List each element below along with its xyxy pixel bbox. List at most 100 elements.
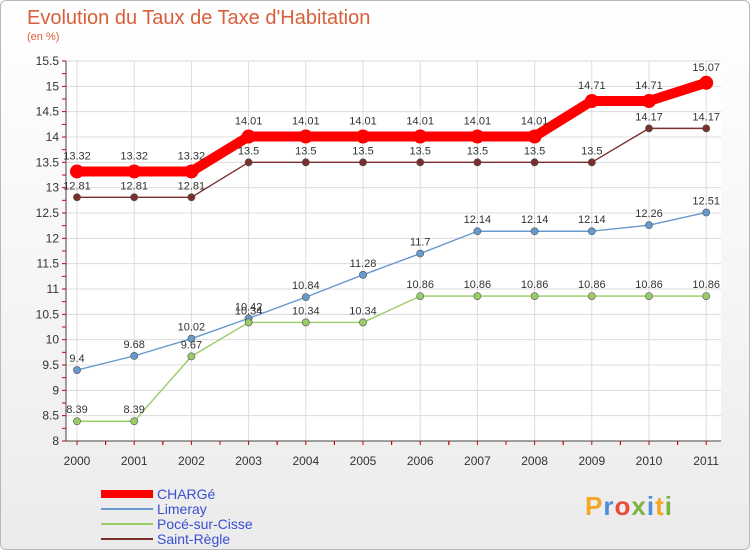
data-point	[73, 193, 81, 202]
data-label: 10.42	[235, 301, 263, 313]
x-tick-label: 2006	[407, 454, 434, 468]
data-label: 10.86	[464, 279, 492, 291]
y-tick-label: 9	[52, 383, 59, 397]
data-point	[587, 292, 596, 300]
x-tick-label: 2008	[521, 454, 548, 468]
data-point	[73, 417, 81, 426]
logo-letter: r	[603, 491, 615, 521]
data-label: 13.5	[352, 145, 373, 157]
data-point	[301, 158, 310, 167]
data-point	[70, 164, 84, 179]
data-label: 10.86	[635, 279, 663, 291]
data-label: 13.32	[120, 150, 148, 162]
y-tick-label: 11	[47, 282, 60, 296]
data-label: 10.86	[578, 279, 606, 291]
data-label: 12.81	[120, 180, 148, 192]
y-tick-label: 11.5	[37, 257, 60, 271]
data-label: 10.86	[406, 279, 434, 291]
data-label: 14.17	[635, 111, 663, 123]
data-point	[473, 158, 482, 167]
x-tick-label: 2000	[64, 454, 91, 468]
data-point	[587, 158, 596, 167]
data-point	[244, 318, 253, 327]
data-point	[301, 293, 310, 302]
data-point	[416, 292, 425, 300]
y-tick-label: 8	[52, 434, 59, 448]
data-label: 15.07	[692, 62, 720, 74]
data-point	[530, 158, 539, 167]
series-line	[76, 211, 707, 371]
data-label: 10.84	[292, 280, 320, 292]
logo-letter: o	[614, 491, 632, 521]
data-point	[298, 129, 313, 144]
x-tick-label: 2001	[121, 454, 148, 468]
x-tick-label: 2003	[235, 454, 262, 468]
data-label: 12.14	[578, 214, 606, 226]
y-tick-label: 8.5	[42, 409, 59, 423]
data-point	[642, 94, 656, 109]
x-tick-label: 2011	[693, 454, 719, 468]
data-label: 12.81	[178, 180, 206, 192]
data-point	[530, 292, 539, 300]
series-line	[76, 127, 707, 198]
legend-label: CHARGé	[157, 486, 216, 502]
data-point	[702, 124, 711, 133]
series-limeray: 9.4 9.68 10.02 10.42 10.84 11.28 11.7 12.14 12.1…	[69, 195, 720, 374]
data-label: 14.71	[635, 80, 663, 92]
data-point	[359, 270, 367, 279]
y-tick-label: 12	[46, 231, 60, 245]
x-tick-label: 2009	[578, 454, 605, 468]
data-point	[241, 129, 256, 144]
data-label: 14.71	[578, 80, 606, 92]
chart-title: Evolution du Taux de Taxe d'Habitation	[27, 7, 371, 29]
data-label: 13.5	[581, 145, 602, 157]
data-point	[130, 351, 139, 360]
data-point	[702, 208, 711, 217]
y-tick-label: 13	[46, 181, 60, 195]
data-point	[244, 158, 253, 167]
y-tick-label: 10.5	[36, 307, 60, 321]
series-saint-r-gle: 12.81 12.81 12.81 13.5 13.5 13.5 13.5 13.5 13.5 1…	[63, 111, 720, 202]
y-tick-label: 12.5	[36, 206, 60, 220]
logo-letter: i	[664, 491, 673, 521]
y-tick-label: 15.5	[36, 54, 60, 68]
data-point	[130, 417, 139, 426]
x-tick-label: 2004	[292, 454, 319, 468]
y-tick-label: 13.5	[36, 155, 60, 169]
data-point	[473, 292, 482, 300]
data-point	[187, 352, 196, 361]
legend-label: Saint-Règle	[157, 531, 230, 547]
data-label: 14.01	[235, 115, 263, 127]
data-point	[699, 75, 714, 90]
data-point	[530, 227, 539, 236]
data-point	[416, 158, 425, 167]
data-label: 14.01	[464, 115, 492, 127]
data-point	[584, 94, 599, 109]
data-point	[356, 129, 370, 144]
series-poc-sur-cisse: 8.39 8.39 9.67 10.34 10.34 10.34 10.86 10.86 10.…	[66, 279, 720, 426]
data-label: 12.51	[692, 195, 720, 207]
data-point	[587, 227, 596, 236]
proxiti-logo: Proxiti	[585, 491, 673, 522]
data-point	[470, 129, 485, 144]
data-label: 14.01	[521, 115, 549, 127]
y-tick-label: 10	[46, 333, 60, 347]
x-tick-label: 2007	[464, 454, 491, 468]
x-tick-label: 2010	[636, 454, 663, 468]
data-point	[301, 318, 310, 327]
data-label: 14.01	[292, 115, 320, 127]
y-tick-label: 14	[46, 130, 60, 144]
data-label: 9.4	[69, 353, 84, 365]
data-label: 14.17	[692, 111, 720, 123]
data-label: 10.02	[178, 322, 206, 334]
data-point	[73, 366, 81, 374]
data-label: 14.01	[406, 115, 434, 127]
logo-letter: t	[655, 491, 665, 521]
plot-area	[66, 61, 721, 441]
legend-label: Limeray	[157, 501, 207, 517]
data-point	[645, 292, 653, 300]
data-label: 10.34	[292, 305, 320, 317]
logo-letter: i	[646, 491, 656, 521]
data-point	[359, 158, 367, 167]
